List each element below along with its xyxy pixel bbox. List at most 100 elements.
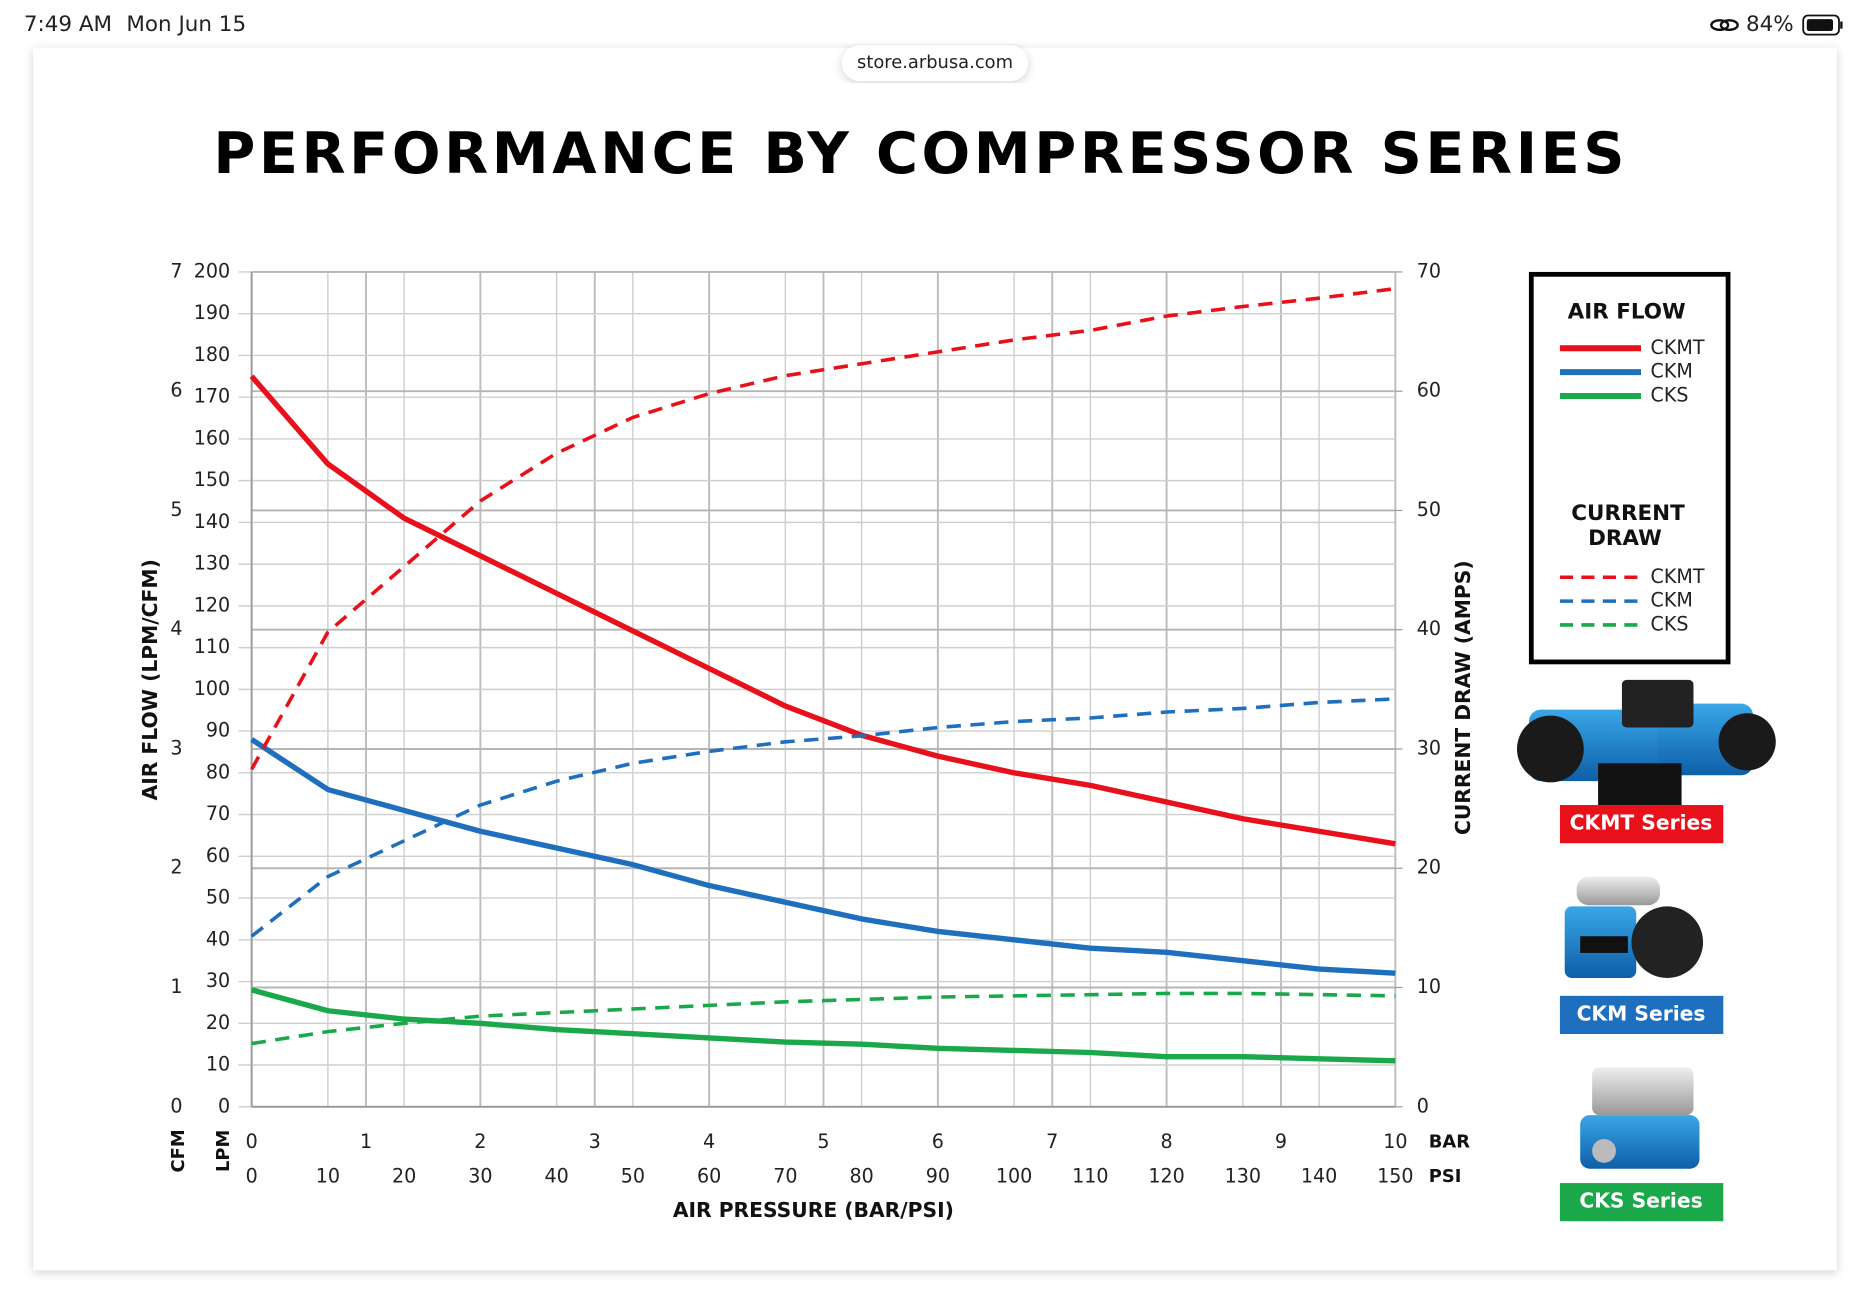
status-date: Mon Jun 15 [126, 12, 246, 37]
x-tick-label: 20 [392, 1166, 416, 1188]
x-tick-label: 100 [996, 1166, 1032, 1188]
series-line [250, 697, 1396, 938]
chart-title: PERFORMANCE BY COMPRESSOR SERIES [213, 121, 1628, 187]
product-badge [1559, 995, 1724, 1035]
x-tick-label: 40 [544, 1166, 568, 1188]
legend-label: CKMT [1651, 337, 1705, 359]
cfm-tick-label: 4 [170, 618, 182, 640]
x2-tick-label: 5 [817, 1131, 829, 1153]
x2-tick-label: 10 [1383, 1131, 1407, 1153]
x-tick-label: 120 [1148, 1166, 1184, 1188]
x-tick-label: 60 [697, 1166, 721, 1188]
y-tick-label: 100 [194, 678, 230, 700]
series-line [249, 374, 1396, 847]
y-tick-label: 200 [194, 260, 230, 282]
legend-label: CKMT [1651, 566, 1705, 588]
x2-tick-label: 4 [703, 1131, 715, 1153]
y-tick-label: 150 [194, 469, 230, 491]
cfm-tick-label: 0 [170, 1095, 182, 1117]
series-line [250, 737, 1396, 976]
legend-title: AIR FLOW [1568, 299, 1686, 324]
legend-label: CKS [1651, 613, 1689, 635]
x-axis-label: AIR PRESSURE (BAR/PSI) [673, 1198, 954, 1222]
y-tick-label: 180 [194, 344, 230, 366]
products: CKMT Series CKM Series CKS Series [1559, 805, 1724, 1222]
battery-icon [1802, 14, 1843, 36]
x2-tick-label: 9 [1275, 1131, 1287, 1153]
y2-axis-label: CURRENT DRAW (AMPS) [1451, 560, 1475, 835]
y-tick-label: 140 [194, 511, 230, 533]
y-axis-label: AIR FLOW (LPM/CFM) [138, 559, 162, 800]
legend-box [1528, 271, 1731, 665]
cfm-tick-label: 1 [170, 976, 182, 998]
url[interactable]: store.arbusa.com [857, 52, 1013, 73]
y2-tick-label: 40 [1417, 618, 1441, 640]
y-tick-label: 190 [194, 302, 230, 324]
y-tick-label: 110 [194, 636, 230, 658]
y-tick-label: 60 [206, 845, 230, 867]
series-line [251, 991, 1396, 1046]
lpm-unit: LPM [213, 1130, 234, 1172]
x-tick-label: 10 [316, 1166, 340, 1188]
cks-image [1580, 1067, 1700, 1169]
legend-title-box: CURRENT DRAW [1571, 500, 1685, 552]
y2-tick-label: 0 [1417, 1095, 1429, 1117]
legend-title: CURRENT DRAW [1571, 500, 1685, 552]
y2-tick-label: 30 [1417, 737, 1441, 759]
x-tick-label: 80 [849, 1166, 873, 1188]
x2-tick-label: 3 [589, 1131, 601, 1153]
y-tick-label: 30 [206, 970, 230, 992]
product-badge [1559, 1183, 1724, 1222]
x-tick-label: 130 [1225, 1166, 1261, 1188]
x2-tick-label: 6 [932, 1131, 944, 1153]
ckm-image [1564, 876, 1704, 978]
y-tick-label: 20 [206, 1012, 230, 1034]
x-tick-label: 0 [246, 1166, 258, 1188]
x-tick-label: 30 [468, 1166, 492, 1188]
series-line [250, 286, 1396, 771]
product-label: CKMT Series [1570, 811, 1713, 835]
product-label: CKM Series [1577, 1001, 1706, 1025]
x-tick-label: 90 [926, 1166, 950, 1188]
product-badge [1559, 805, 1724, 844]
y2-tick-label: 50 [1417, 499, 1441, 521]
cfm-tick-label: 3 [170, 737, 182, 759]
y-tick-label: 80 [206, 761, 230, 783]
y-tick-label: 40 [206, 928, 230, 950]
product-label: CKS Series [1579, 1189, 1702, 1213]
x-tick-label: 140 [1301, 1166, 1337, 1188]
legend-label: CKS [1651, 384, 1689, 406]
x2-tick-label: 0 [246, 1131, 258, 1153]
x-tick-label: 110 [1072, 1166, 1108, 1188]
wifi-icon [1710, 19, 1739, 32]
url-pill[interactable] [841, 45, 1029, 82]
cfm-tick-label: 7 [170, 260, 182, 282]
y-tick-label: 130 [194, 553, 230, 575]
legend-label: CKM [1651, 361, 1693, 383]
x2-tick-label: 7 [1046, 1131, 1058, 1153]
x2-tick-label: 1 [360, 1131, 372, 1153]
x-tick-label: 70 [773, 1166, 797, 1188]
psi-unit: PSI [1429, 1166, 1462, 1187]
battery-percent: 84% [1746, 12, 1794, 37]
y-tick-label: 50 [206, 887, 230, 909]
cfm-tick-label: 5 [170, 499, 182, 521]
cfm-tick-label: 6 [170, 380, 182, 402]
y-tick-label: 10 [206, 1054, 230, 1076]
status-time: 7:49 AM [24, 12, 112, 37]
y-tick-label: 70 [206, 803, 230, 825]
cfm-tick-label: 2 [170, 857, 182, 879]
x-tick-label: 50 [621, 1166, 645, 1188]
y-tick-label: 170 [194, 386, 230, 408]
bar-unit: BAR [1429, 1132, 1470, 1153]
y-tick-label: 90 [206, 720, 230, 742]
x-tick-label: 150 [1377, 1166, 1413, 1188]
y-tick-label: 120 [194, 594, 230, 616]
ckmt-image [1516, 679, 1776, 806]
x2-tick-label: 2 [474, 1131, 486, 1153]
cfm-unit: CFM [168, 1129, 189, 1172]
x2-tick-label: 8 [1161, 1131, 1173, 1153]
